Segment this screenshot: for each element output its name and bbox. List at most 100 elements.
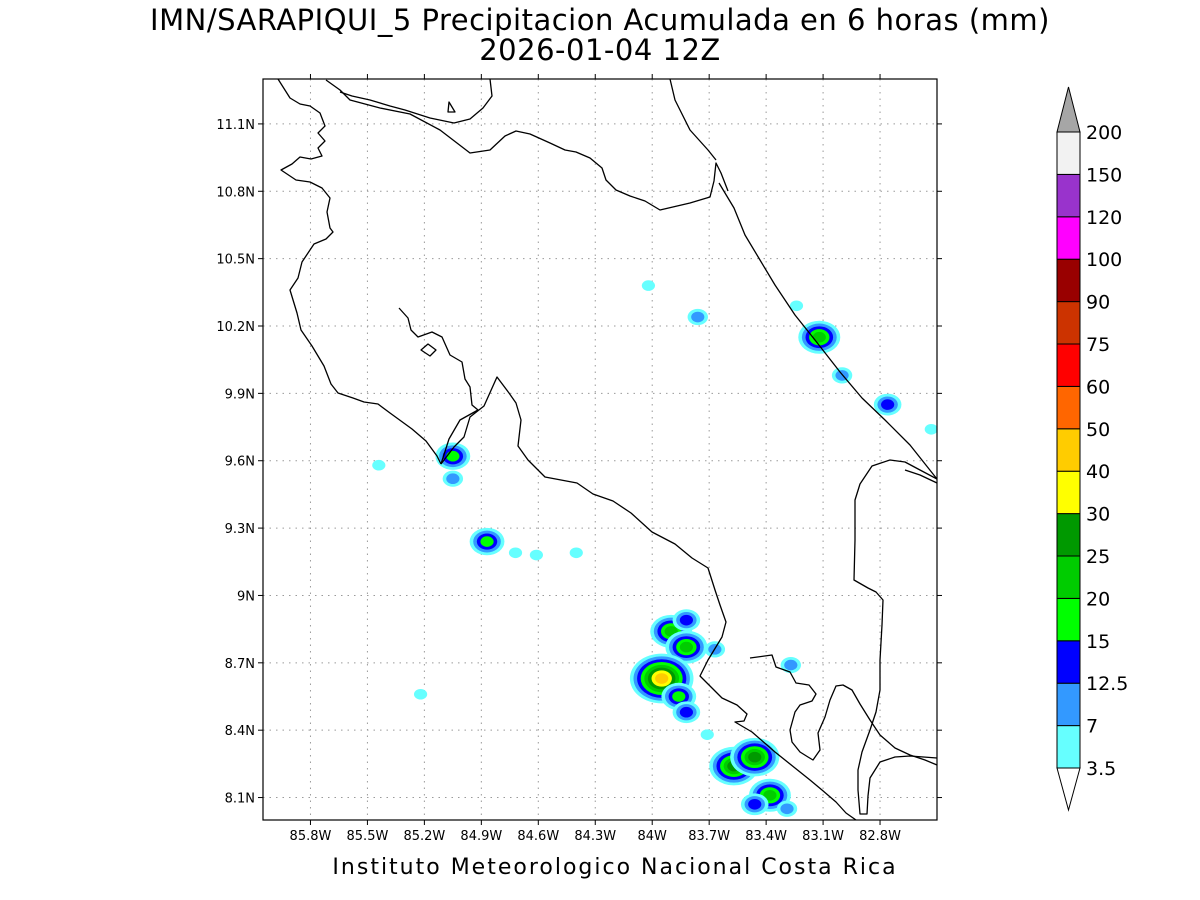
coastline-nicoya-peninsula — [440, 376, 857, 820]
colorbar-label: 90 — [1086, 292, 1110, 314]
longitude-axis: 85.8W 85.5W 85.2W 84.9W 84.6W 84.3W 84W 83.7W 83… — [290, 74, 901, 844]
precipitation-cell — [740, 793, 769, 816]
precipitation-cell — [508, 547, 523, 559]
x-tick-label: 83.7W — [688, 829, 730, 844]
precipitation-cell — [776, 800, 798, 817]
precipitation-field — [372, 280, 937, 817]
x-tick-label: 84.9W — [460, 829, 502, 844]
precip-contour-level-3 — [881, 399, 895, 410]
colorbar-label: 60 — [1086, 376, 1110, 398]
colorbar-label: 3.5 — [1086, 758, 1116, 780]
colorbar-swatch — [1056, 725, 1081, 769]
coastline-caribbean — [669, 79, 937, 480]
colorbar-label: 12.5 — [1086, 673, 1128, 695]
colorbar-swatch — [1056, 385, 1081, 430]
precipitation-cell — [672, 701, 701, 724]
colorbar-max-arrow — [1056, 86, 1081, 133]
precip-contour-level-4 — [672, 691, 686, 702]
colorbar-swatch — [1056, 428, 1081, 472]
x-tick-label: 85.5W — [347, 829, 389, 844]
precip-contour-level-5 — [812, 331, 826, 343]
map-frame — [262, 78, 938, 821]
precip-contour-level-1 — [700, 729, 714, 740]
map-title: IMN/SARAPIQUI_5 Precipitacion Acumulada … — [150, 3, 1050, 37]
y-tick-label: 9N — [237, 589, 255, 604]
x-tick-label: 84.3W — [574, 829, 616, 844]
colorbar-swatch — [1056, 470, 1081, 515]
precip-contour-level-4 — [446, 450, 460, 462]
precipitation-cell — [469, 527, 505, 556]
panama-caribbean-coast — [904, 469, 937, 484]
coastline-gulf-nicoya — [398, 307, 479, 465]
precipitation-cell — [873, 393, 902, 416]
precipitation-colorbar: 3.5 7 12.5 15 20 25 30 40 50 60 75 90 100 120 150 200 — [1056, 86, 1128, 812]
precip-contour-level-5 — [679, 641, 693, 653]
colorbar-swatch — [1056, 555, 1081, 599]
precip-contour-level-1 — [641, 280, 656, 291]
precip-contour-level-2 — [691, 311, 705, 323]
colorbar-swatch — [1056, 640, 1081, 684]
colorbar-label: 150 — [1086, 164, 1122, 186]
x-tick-label: 85.8W — [290, 829, 332, 844]
precipitation-cell — [442, 470, 464, 487]
precip-contour-level-3 — [748, 798, 762, 810]
institution-footer: Instituto Meteorologico Nacional Costa R… — [332, 855, 898, 880]
y-tick-label: 10.2N — [216, 320, 255, 335]
colorbar-label: 100 — [1086, 249, 1122, 271]
coastline-osa-golfo-dulce — [749, 654, 937, 766]
y-tick-label: 8.7N — [225, 657, 255, 672]
map-plot-area — [263, 79, 937, 820]
colorbar-label: 30 — [1086, 504, 1110, 526]
nicaragua-border — [325, 79, 729, 211]
precipitation-cell — [413, 688, 428, 700]
precip-contour-level-1 — [924, 423, 937, 435]
colorbar-swatch — [1056, 173, 1081, 218]
x-tick-label: 83.1W — [802, 829, 844, 844]
precip-contour-level-1 — [529, 549, 543, 561]
colorbar-swatch — [1056, 258, 1081, 303]
precip-contour-level-2 — [780, 803, 794, 815]
precipitation-cell — [641, 280, 656, 291]
colorbar-label: 200 — [1086, 122, 1122, 144]
y-tick-label: 10.5N — [216, 253, 255, 268]
colorbar-label: 15 — [1086, 631, 1110, 653]
precipitation-cell — [789, 300, 804, 312]
lake-island-north — [447, 101, 456, 113]
coastlines-borders — [277, 79, 937, 820]
precipitation-cell — [372, 459, 386, 471]
precipitation-cell — [780, 656, 802, 674]
colorbar-label: 7 — [1086, 716, 1098, 738]
colorbar-min-arrow — [1056, 767, 1081, 812]
precipitation-cell — [569, 547, 583, 559]
colorbar-swatch — [1056, 513, 1081, 557]
coastline-nicaragua — [277, 79, 442, 465]
colorbar-label: 20 — [1086, 588, 1110, 610]
precip-contour-level-3 — [679, 614, 693, 626]
colorbar-label: 120 — [1086, 207, 1122, 229]
y-tick-label: 9.3N — [225, 522, 255, 537]
precip-contour-level-1 — [789, 300, 804, 312]
precip-contour-level-6 — [748, 751, 762, 763]
precip-contour-level-3 — [679, 706, 693, 718]
precip-contour-level-5 — [763, 790, 777, 801]
x-tick-label: 83.4W — [745, 829, 787, 844]
precipitation-cell — [665, 630, 708, 664]
y-tick-label: 10.8N — [216, 185, 255, 200]
x-tick-label: 82.8W — [859, 829, 901, 844]
y-tick-label: 9.9N — [225, 387, 255, 402]
precip-contour-level-2 — [784, 659, 798, 671]
coastline-caribbean-north — [339, 79, 493, 124]
colorbar-swatch — [1056, 682, 1081, 727]
precip-contour-level-1 — [508, 547, 523, 559]
colorbar-label: 75 — [1086, 334, 1110, 356]
latitude-axis: 11.1N 10.8N 10.5N 10.2N 9.9N 9.6N 9.3N 9N 8.7N 8.… — [216, 118, 942, 807]
colorbar-swatch — [1056, 216, 1081, 260]
precipitation-cell — [700, 729, 714, 740]
x-tick-label: 85.2W — [403, 829, 445, 844]
precipitation-cell — [529, 549, 543, 561]
precipitation-cell — [924, 423, 937, 435]
precip-contour-level-1 — [569, 547, 583, 559]
precip-contour-level-4 — [480, 536, 494, 547]
precip-contour-level-2 — [446, 473, 460, 484]
